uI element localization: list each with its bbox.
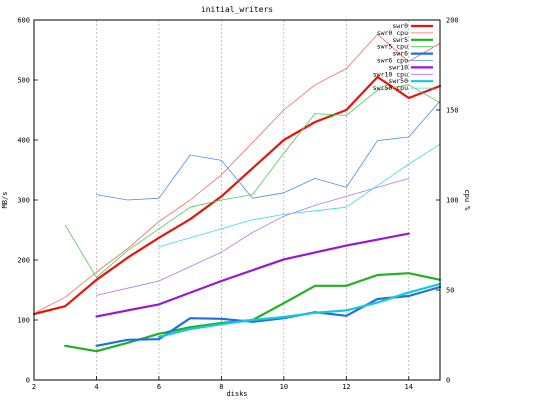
series-line-swr5-cpu [64,84,441,278]
y-tick-label: 400 [17,137,30,145]
legend-label-swr50: swr50 [388,77,408,85]
legend-label-swr0-cpu: swr0 cpu [377,29,408,37]
legend-label-swr50-cpu: swr50 cpu [373,84,408,92]
y2-tick-label: 100 [446,197,459,205]
legend-label-swr0: swr0 [392,22,408,30]
x-tick-label: 6 [157,383,161,391]
y-tick-label: 100 [17,317,30,325]
y2-tick-label: 200 [446,17,459,25]
y-tick-label: 600 [17,17,30,25]
plot-series [32,34,442,353]
legend-label-swr5-cpu: swr5 cpu [377,43,408,51]
y2-tick-label: 0 [446,377,450,385]
legend-label-swr6-cpu: swr6 cpu [377,57,408,65]
x-tick-label: 4 [94,383,98,391]
y-tick-label: 500 [17,77,30,85]
series-line-swr6-cpu [96,100,441,201]
series-line-swr10 [95,232,410,318]
chart-title: initial_writers [201,5,273,14]
y2-tick-label: 50 [446,287,454,295]
series-line-swr10-cpu [96,177,410,296]
y-tick-label: 300 [17,197,30,205]
y-tick-label: 0 [26,377,30,385]
legend-label-swr6: swr6 [392,50,408,58]
series-line-swr0-cpu [33,34,441,314]
y2-axis-label: cpu % [463,189,471,211]
legend-label-swr10-cpu: swr10 cpu [373,70,408,78]
legend-label-swr10: swr10 [388,63,408,71]
series-line-swr6 [95,285,442,347]
y-axis-label: MB/s [1,192,9,209]
series-line-swr50 [157,282,442,338]
axis-ticks: 2 4 6 8 10 12 14 0 100 200 300 400 500 600 0 50 100 150 20… [17,17,458,392]
x-tick-label: 14 [405,383,413,391]
x-tick-label: 2 [32,383,36,391]
series-line-swr50-cpu [158,143,441,248]
legend-label-swr5: swr5 [392,36,408,44]
x-axis-label: disks [226,390,247,398]
x-tick-label: 12 [342,383,350,391]
grid [96,20,410,380]
x-tick-label: 8 [219,383,223,391]
y2-tick-label: 150 [446,107,459,115]
y-tick-label: 200 [17,257,30,265]
x-tick-label: 10 [280,383,288,391]
series-line-swr0 [32,75,442,316]
